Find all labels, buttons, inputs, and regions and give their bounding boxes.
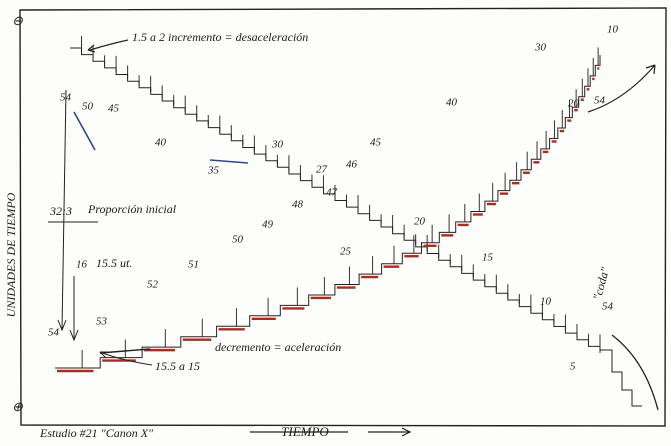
top-sign: ⊖	[12, 13, 23, 28]
sixteen: 16	[76, 259, 88, 271]
descending-label: 40	[155, 137, 167, 149]
ascending-label: 30	[534, 42, 547, 54]
ascending-label: 50	[232, 234, 244, 246]
y-axis-label: UNIDADES DE TIEMPO	[4, 192, 18, 317]
frame	[19, 7, 667, 427]
caption: Estudio #21 "Canon X"	[39, 426, 154, 440]
ascending-staircase	[55, 55, 601, 369]
arrow	[89, 39, 129, 51]
blue-accent	[209, 159, 249, 164]
staircases	[55, 36, 601, 373]
descending-label: 20	[414, 216, 426, 228]
descending-label: 50	[82, 101, 94, 113]
ascending-label: 20	[568, 98, 580, 110]
arrowhead	[401, 427, 412, 437]
descending-label: 5	[570, 361, 576, 373]
arrowhead	[69, 329, 79, 342]
ascending-label: 40	[446, 97, 458, 109]
descending-label: 27	[316, 164, 328, 176]
ascending-label: 54	[594, 95, 606, 107]
ascending-label: 52	[147, 279, 159, 291]
coda-curve	[611, 334, 659, 411]
descending-label: 54	[60, 92, 72, 104]
ascending-label: 54	[48, 327, 60, 339]
descending-label: 45	[108, 103, 120, 115]
ascending-label: 46	[346, 159, 358, 171]
ascending-label: 48	[292, 199, 304, 211]
descending-label: 15	[482, 252, 494, 264]
x-axis-label: TIEMPO	[281, 424, 329, 439]
ascending-label: 51	[188, 259, 199, 271]
ascending-label: 45	[370, 137, 382, 149]
deceleration-note: 1.5 a 2 incremento = desaceleración	[132, 30, 308, 44]
ascending-label: 47	[326, 187, 338, 199]
arrow	[587, 64, 656, 113]
units-note: 15.5 ut.	[96, 256, 132, 270]
descending-label: 25	[340, 246, 352, 258]
descending-staircase	[70, 47, 601, 353]
coda-steps	[600, 349, 642, 407]
proportion-note: Proporción inicial	[87, 202, 177, 216]
descending-label: 10	[540, 296, 552, 308]
descending-label: 54	[602, 301, 614, 313]
descending-label: 35	[207, 165, 220, 177]
ascending-label: 10	[607, 24, 619, 36]
ascending-label: 53	[96, 316, 108, 328]
arrowhead	[57, 319, 67, 332]
blue-accent	[73, 111, 96, 151]
ascending-label: 49	[262, 219, 274, 231]
acceleration-note: decremento = aceleración	[215, 340, 341, 354]
arrow	[61, 89, 67, 331]
arrowhead	[645, 64, 656, 75]
ratio: 32:3	[49, 204, 72, 218]
arrowhead	[87, 44, 96, 53]
bottom-sign: ⊕	[12, 399, 23, 414]
descending-label: 30	[271, 139, 284, 151]
change-note: 15.5 a 15	[155, 359, 200, 373]
stroke	[99, 348, 151, 354]
